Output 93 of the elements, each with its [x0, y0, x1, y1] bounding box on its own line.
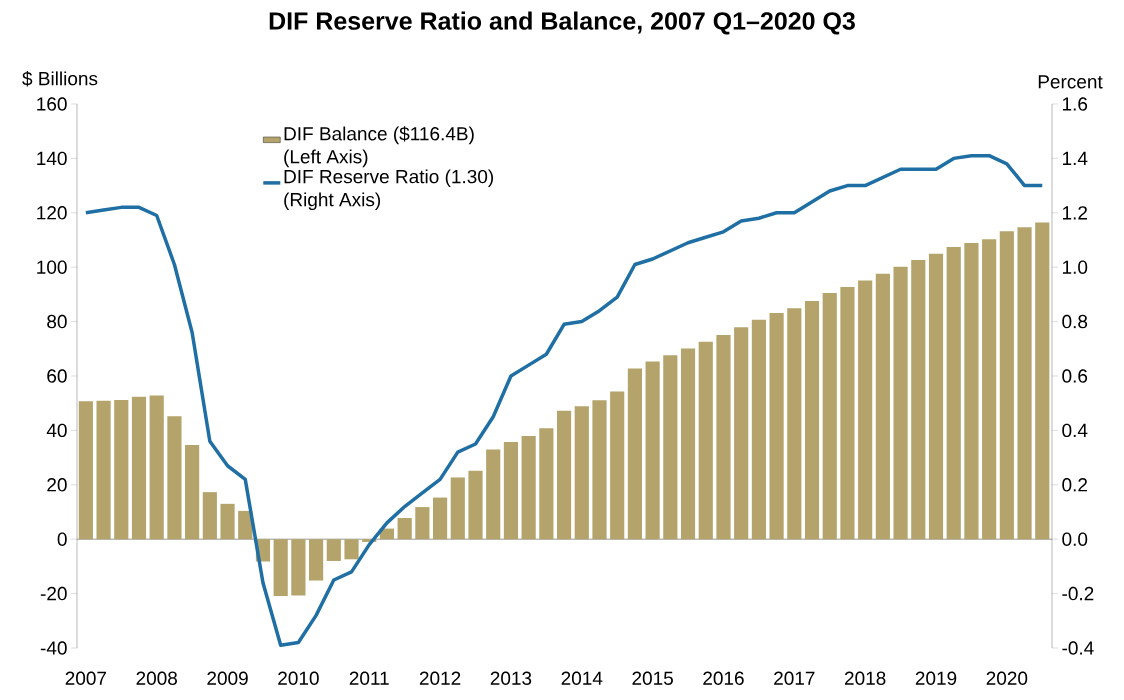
- bar: [680, 348, 696, 540]
- y-tick-label: -20: [40, 586, 67, 601]
- bar: [875, 273, 890, 540]
- x-tick-label: 2010: [278, 671, 319, 685]
- bar: [486, 449, 501, 540]
- y2-tick-label: 0.0: [1062, 532, 1088, 546]
- y2-tick-label: 0.4: [1062, 423, 1088, 438]
- y-tick-label: 40: [46, 423, 67, 438]
- bar: [433, 497, 448, 540]
- x-tick-label: 2019: [915, 671, 957, 685]
- bar: [114, 399, 129, 540]
- y2-tick-label: 1.2: [1062, 206, 1087, 220]
- bar: [78, 401, 93, 540]
- bar: [999, 231, 1014, 540]
- x-tick-label: 2007: [65, 671, 107, 685]
- bar: [610, 391, 625, 540]
- bar: [928, 253, 944, 540]
- bar: [964, 242, 979, 540]
- bar: [539, 428, 554, 540]
- bar: [592, 400, 607, 540]
- x-tick-label: 2015: [632, 671, 673, 685]
- bar: [574, 406, 589, 540]
- legend-label: DIF Balance ($116.4B) (Left Axis): [284, 126, 474, 168]
- y-tick-label: 20: [47, 478, 67, 492]
- y2-axis-title: Percent: [1038, 75, 1103, 89]
- bar: [521, 436, 536, 540]
- bar: [734, 327, 749, 540]
- bar: [645, 361, 660, 540]
- x-tick-label: 2020: [986, 671, 1028, 685]
- y2-tick-label: 0.2: [1062, 478, 1087, 492]
- bar: [858, 280, 873, 540]
- y-tick-label: 100: [37, 260, 67, 274]
- bar: [220, 503, 235, 540]
- y-tick-label: 0: [57, 532, 67, 546]
- x-tick-label: 2009: [207, 671, 248, 685]
- bar: [167, 416, 182, 540]
- y-axis-title: $ Billions: [22, 71, 98, 87]
- y2-tick-label: -0.4: [1062, 641, 1094, 655]
- y2-tick-label: 0.8: [1062, 314, 1088, 329]
- bar: [202, 492, 217, 540]
- bar: [291, 539, 306, 596]
- bar: [238, 510, 253, 540]
- bar: [893, 266, 908, 540]
- bar: [663, 355, 678, 540]
- bar: [96, 400, 111, 540]
- bar: [326, 539, 341, 561]
- y2-tick-label: 1.4: [1062, 151, 1088, 165]
- bar: [450, 477, 465, 540]
- y-tick-label: 80: [47, 314, 67, 329]
- chart-title: DIF Reserve Ratio and Balance, 2007 Q1–2020 Q3: [269, 11, 855, 35]
- legend-label: DIF Reserve Ratio (1.30) (Right Axis): [284, 169, 494, 211]
- bar: [503, 442, 519, 540]
- y-tick-label: 140: [37, 151, 67, 166]
- bar: [911, 260, 926, 540]
- x-tick-label: 2016: [703, 671, 744, 685]
- x-tick-label: 2011: [349, 671, 389, 685]
- bar: [822, 293, 837, 540]
- bar: [698, 341, 713, 540]
- bar: [149, 395, 164, 540]
- bar: [273, 539, 288, 597]
- bar: [468, 470, 483, 540]
- bar: [415, 507, 430, 540]
- y-tick-label: 160: [37, 97, 67, 111]
- bar: [716, 334, 731, 540]
- x-tick-label: 2013: [490, 671, 532, 685]
- bar: [804, 300, 820, 540]
- bar: [397, 517, 412, 540]
- x-tick-label: 2012: [419, 671, 461, 685]
- x-tick-label: 2017: [774, 671, 815, 685]
- bar: [840, 287, 855, 540]
- bar: [185, 445, 200, 540]
- bar: [1017, 227, 1032, 540]
- y2-tick-label: 1.0: [1062, 260, 1088, 274]
- bar: [787, 308, 802, 540]
- bar: [751, 319, 766, 540]
- bar: [1035, 222, 1050, 540]
- bar: [769, 312, 784, 540]
- y-tick-label: 60: [47, 369, 67, 383]
- y2-tick-label: -0.2: [1062, 586, 1094, 601]
- y-tick-label: -40: [40, 641, 67, 655]
- y2-tick-label: 1.6: [1062, 97, 1088, 111]
- x-tick-label: 2018: [844, 671, 886, 685]
- bar: [344, 539, 359, 560]
- y2-tick-label: 0.6: [1062, 369, 1088, 383]
- bar: [627, 368, 642, 540]
- x-tick-label: 2014: [561, 671, 603, 685]
- bar: [131, 396, 147, 540]
- bar: [556, 410, 572, 540]
- x-tick-label: 2008: [136, 671, 177, 685]
- bar: [946, 247, 961, 540]
- bar: [982, 239, 997, 540]
- bar: [309, 539, 324, 581]
- y-tick-label: 120: [37, 206, 67, 220]
